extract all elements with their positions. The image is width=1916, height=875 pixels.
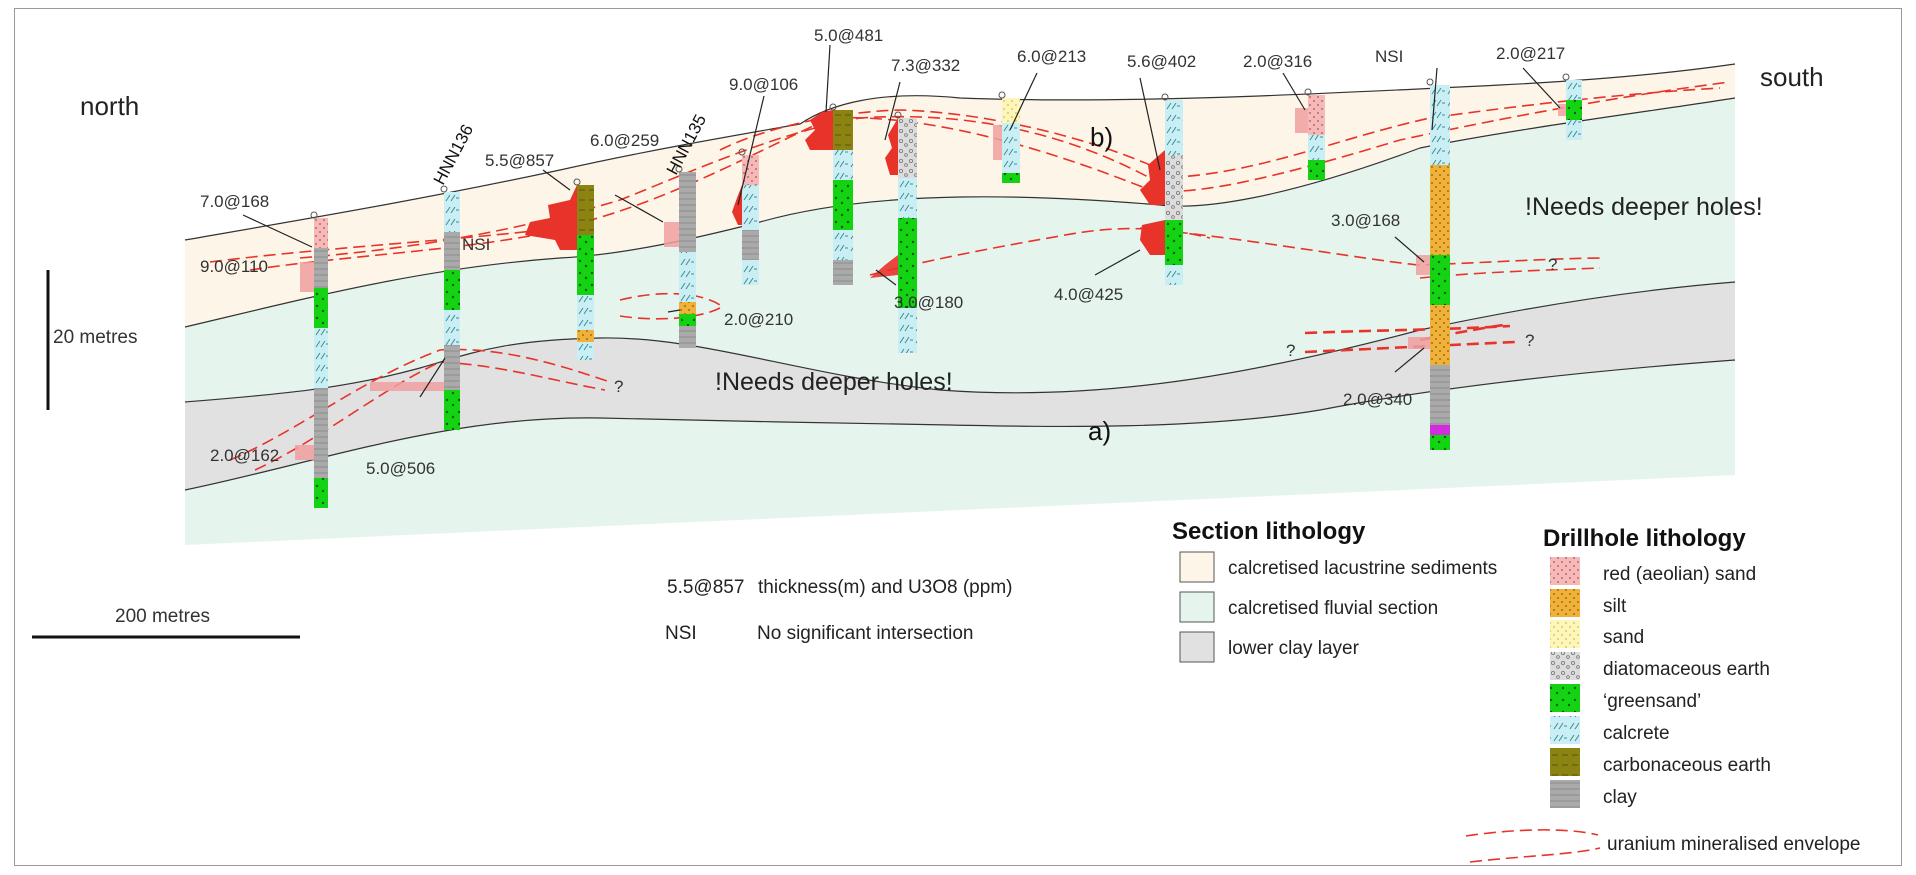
swatch-greensand	[1550, 684, 1580, 712]
key-nsi-desc: No significant intersection	[757, 623, 974, 644]
intercept-label: 7.0@168	[200, 192, 269, 211]
drillhole-legend-title: Drillhole lithology	[1543, 525, 1746, 552]
drillhole	[1305, 89, 1325, 180]
swatch-carbonaceous	[1550, 748, 1580, 776]
envelope-legend-label: uranium mineralised envelope	[1607, 834, 1860, 855]
swatch-diatomaceous	[1550, 652, 1580, 680]
horizontal-scale-label: 200 metres	[115, 606, 210, 627]
intercept-label: 9.0@106	[729, 75, 798, 94]
intercept-label: 5.0@481	[814, 26, 883, 45]
question-mark: ?	[1548, 255, 1557, 274]
section-b-label: b)	[1090, 122, 1113, 152]
intercept-label: 5.5@857	[485, 151, 554, 170]
hole-name-hnn136: HNN136	[430, 121, 477, 187]
needs-deeper-holes-lower: !Needs deeper holes!	[715, 368, 953, 396]
drillhole-legend-item: ‘greensand’	[1603, 691, 1701, 712]
drillhole	[1427, 79, 1450, 450]
drillhole-legend-item: silt	[1603, 596, 1627, 617]
intercept-label: 2.0@340	[1343, 390, 1412, 409]
intercept-label: 9.0@110	[200, 257, 268, 276]
swatch-red-sand	[1550, 557, 1580, 585]
intercept-label: 6.0@259	[590, 131, 659, 150]
south-label: south	[1760, 62, 1824, 92]
intercept-label: 5.0@506	[366, 459, 435, 478]
drillhole-legend-item: clay	[1603, 787, 1637, 808]
envelope-swatch	[1466, 830, 1600, 862]
swatch-clay-layer	[1180, 632, 1214, 662]
section-legend-item: lower clay layer	[1228, 638, 1360, 659]
swatch-sand	[1550, 620, 1580, 648]
intercept-label: 3.0@168	[1331, 211, 1400, 230]
section-a-label: a)	[1088, 416, 1111, 446]
section-lithology-legend: Section lithology calcretised lacustrine…	[1172, 518, 1497, 662]
drillhole-legend-item: calcrete	[1603, 723, 1670, 744]
intercept-label: 5.6@402	[1127, 52, 1196, 71]
intercept-label: 4.0@425	[1054, 285, 1123, 304]
drillhole	[895, 112, 917, 353]
north-label: north	[80, 91, 139, 121]
drillhole	[1162, 94, 1183, 285]
section-legend-title: Section lithology	[1172, 518, 1366, 545]
question-mark: ?	[1525, 331, 1534, 350]
needs-deeper-holes-upper: !Needs deeper holes!	[1525, 193, 1763, 221]
question-mark: ?	[1286, 341, 1295, 360]
drillhole-lithology-legend: Drillhole lithology red (aeolian) sand s…	[1466, 525, 1860, 862]
drillhole-legend-item: sand	[1603, 627, 1644, 648]
vertical-scale-label: 20 metres	[53, 327, 137, 348]
swatch-silt	[1550, 589, 1580, 617]
swatch-clay	[1550, 780, 1580, 808]
drillhole-legend-item: red (aeolian) sand	[1603, 564, 1756, 585]
swatch-lacustrine	[1180, 552, 1214, 582]
key-nsi: NSI	[665, 623, 697, 644]
intercept-label: 2.0@316	[1243, 52, 1312, 71]
intercept-label: 7.3@332	[891, 56, 960, 75]
drillhole	[676, 166, 696, 348]
section-legend-item: calcretised lacustrine sediments	[1228, 558, 1497, 579]
drillhole	[999, 92, 1020, 183]
intercept-label: 3.0@180	[894, 293, 963, 312]
swatch-calcrete	[1550, 716, 1580, 744]
intercept-label: 2.0@210	[724, 310, 793, 329]
question-mark: ?	[614, 377, 623, 396]
key-example-desc: thickness(m) and U3O8 (ppm)	[758, 577, 1012, 598]
drillhole-legend-item: diatomaceous earth	[1603, 659, 1770, 680]
intercept-label: 6.0@213	[1017, 47, 1086, 66]
section-legend-item: calcretised fluvial section	[1228, 598, 1438, 619]
nsi-label-hnn136: NSI	[462, 235, 490, 254]
drillhole-legend-item: carbonaceous earth	[1603, 755, 1771, 776]
nsi-label-south: NSI	[1375, 47, 1403, 66]
intercept-label: 2.0@162	[210, 446, 279, 465]
key-example: 5.5@857	[667, 577, 744, 598]
intercept-label: 2.0@217	[1496, 44, 1565, 63]
swatch-fluvial	[1180, 592, 1214, 622]
drillhole	[830, 104, 853, 285]
